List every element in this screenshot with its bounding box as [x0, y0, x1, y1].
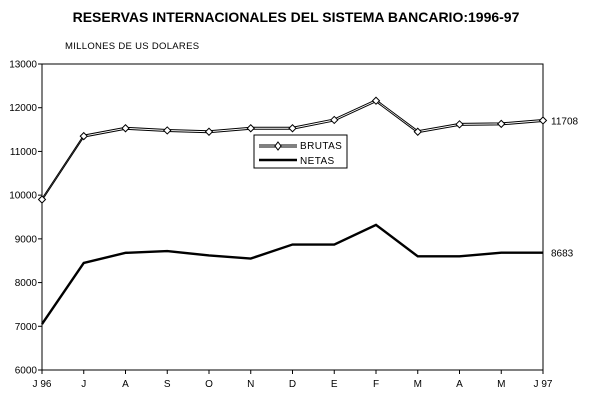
data-point-brutas [204, 127, 214, 136]
data-point-brutas [163, 126, 172, 135]
plot-area [41, 63, 544, 371]
y-tick-label: 7000 [15, 322, 38, 333]
end-label-netas: 8683 [551, 249, 574, 260]
data-point-brutas [538, 116, 548, 125]
y-axis: 6000 7000 8000 9000 10000 11000 12000 13000 [9, 60, 42, 377]
x-tick-label: D [289, 379, 296, 390]
legend-marker-brutas [274, 141, 282, 151]
data-point-brutas [246, 124, 255, 133]
x-tick-label: J 97 [534, 379, 553, 390]
legend-box [253, 134, 348, 169]
y-tick-label: 11000 [10, 147, 38, 158]
data-point-brutas [121, 124, 130, 133]
x-tick-label: M [414, 379, 422, 390]
x-tick-label: A [122, 379, 129, 390]
x-axis: J 96 J A S O N D E F M A M J 97 [33, 370, 553, 390]
y-tick-label: 10000 [9, 191, 37, 202]
y-tick-label: 9000 [15, 234, 38, 245]
data-point-brutas [330, 115, 339, 125]
data-point-brutas [37, 195, 47, 204]
legend-label-netas: NETAS [300, 156, 335, 167]
x-tick-label: A [456, 379, 463, 390]
data-point-brutas [497, 119, 506, 129]
data-point-brutas [413, 127, 422, 136]
x-tick-label: S [164, 379, 171, 390]
y-tick-label: 6000 [15, 366, 38, 377]
data-point-brutas [288, 124, 297, 133]
x-tick-label: F [373, 379, 379, 390]
legend-label-brutas: BRUTAS [300, 141, 342, 152]
y-tick-label: 12000 [9, 103, 37, 114]
y-tick-label: 8000 [15, 278, 38, 289]
x-tick-label: M [497, 379, 505, 390]
x-tick-label: O [205, 379, 213, 390]
unit-label: MILLONES DE US DOLARES [65, 41, 199, 52]
end-label-brutas: 11708 [551, 116, 579, 127]
x-tick-label: E [331, 379, 338, 390]
data-point-brutas [79, 131, 88, 141]
x-tick-label: J 96 [33, 379, 52, 390]
data-point-brutas [371, 96, 381, 105]
series-line-netas [41, 223, 543, 325]
y-tick-label: 13000 [9, 60, 37, 71]
x-tick-label: N [247, 379, 254, 390]
series-layer: 11708 8683 [37, 96, 579, 325]
legend: BRUTAS NETAS [253, 134, 348, 169]
data-point-brutas [455, 120, 464, 129]
x-tick-label: J [81, 379, 86, 390]
chart-title: RESERVAS INTERNACIONALES DEL SISTEMA BAN… [73, 9, 520, 25]
